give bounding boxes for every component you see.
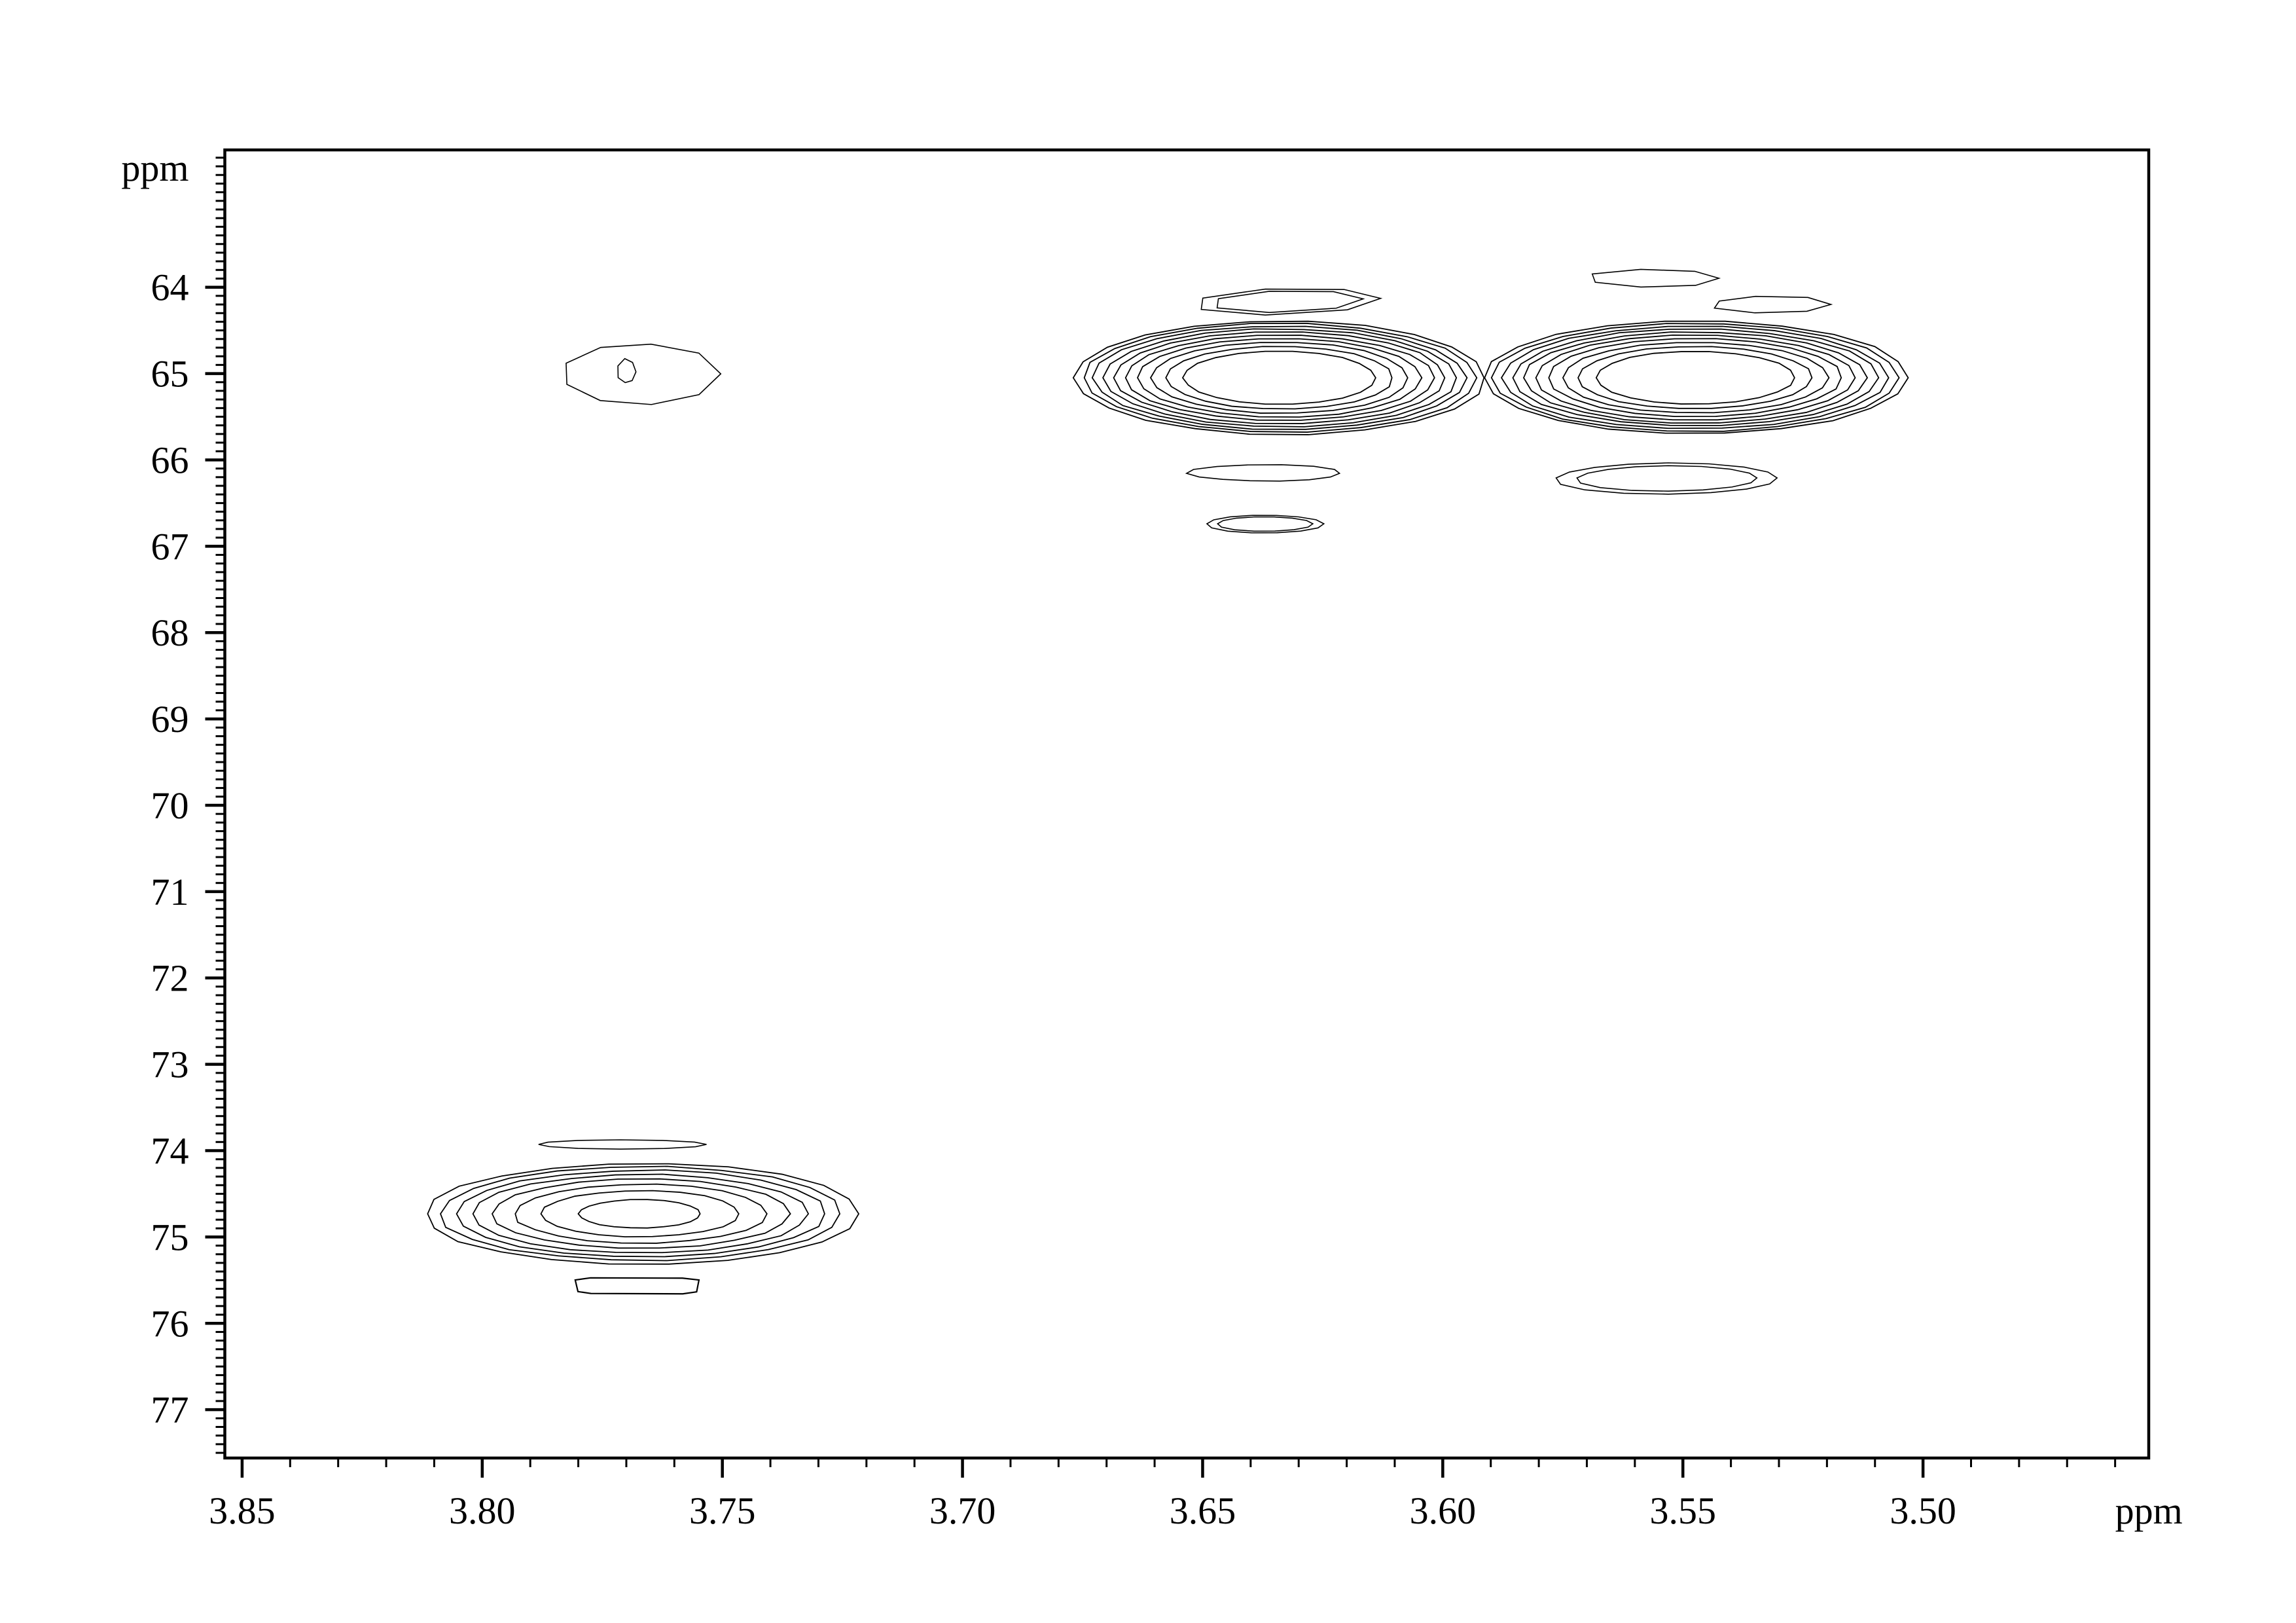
svg-text:76: 76 (151, 1302, 189, 1345)
svg-text:3.70: 3.70 (929, 1489, 996, 1532)
svg-text:74: 74 (151, 1130, 189, 1173)
svg-text:68: 68 (151, 611, 189, 654)
svg-text:75: 75 (151, 1216, 189, 1258)
svg-text:67: 67 (151, 525, 189, 568)
svg-text:3.80: 3.80 (449, 1489, 516, 1532)
svg-text:66: 66 (151, 439, 189, 481)
svg-text:69: 69 (151, 698, 189, 740)
svg-text:65: 65 (151, 353, 189, 395)
svg-text:3.75: 3.75 (689, 1489, 756, 1532)
svg-text:3.85: 3.85 (209, 1489, 276, 1532)
svg-text:3.65: 3.65 (1170, 1489, 1236, 1532)
svg-text:3.60: 3.60 (1410, 1489, 1477, 1532)
svg-text:73: 73 (151, 1044, 189, 1086)
svg-text:3.55: 3.55 (1649, 1489, 1716, 1532)
svg-text:3.50: 3.50 (1890, 1489, 1956, 1532)
svg-text:ppm: ppm (2115, 1489, 2183, 1532)
svg-text:70: 70 (151, 784, 189, 827)
svg-text:72: 72 (151, 957, 189, 1000)
svg-text:ppm: ppm (121, 147, 188, 189)
svg-text:71: 71 (151, 871, 189, 913)
svg-text:64: 64 (151, 266, 189, 309)
svg-text:77: 77 (151, 1389, 189, 1431)
